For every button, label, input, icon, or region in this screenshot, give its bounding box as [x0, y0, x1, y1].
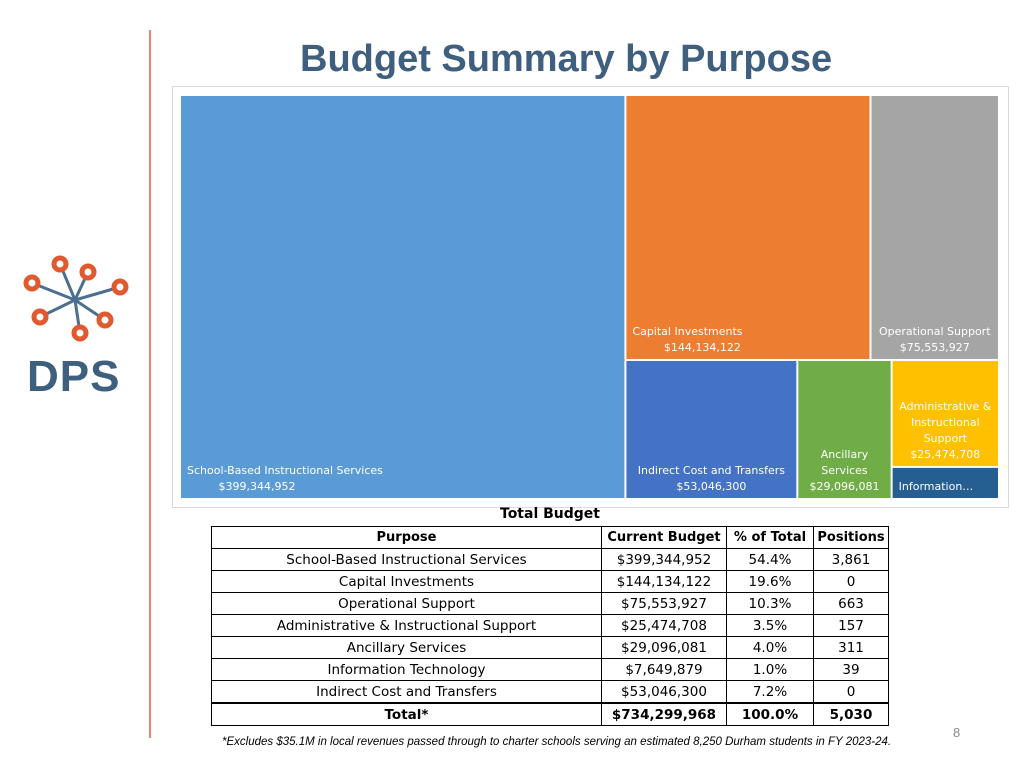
- budget-table: Purpose Current Budget % of Total Positi…: [211, 526, 889, 726]
- table-cell: Administrative & Instructional Support: [211, 614, 602, 637]
- treemap-label: Instructional: [911, 416, 980, 429]
- treemap-label: Support: [924, 432, 968, 445]
- treemap-cell: [626, 96, 870, 359]
- column-header: Purpose: [211, 526, 602, 549]
- table-row: Indirect Cost and Transfers $53,046,300 7.…: [211, 680, 889, 704]
- treemap-label: $399,344,952: [219, 480, 296, 493]
- treemap-label: Indirect Cost and Transfers: [638, 464, 786, 477]
- treemap-label: Services: [821, 464, 868, 477]
- table-cell: Operational Support: [211, 592, 602, 615]
- column-header: % of Total: [726, 526, 814, 549]
- page-number: 8: [953, 725, 961, 740]
- table-cell: 311: [813, 636, 889, 659]
- treemap-svg: School-Based Instructional Services $399,…: [181, 96, 998, 498]
- treemap-label: $25,474,708: [910, 448, 980, 461]
- column-header: Current Budget: [601, 526, 727, 549]
- dps-logo-icon: [23, 255, 129, 342]
- treemap-cell: [626, 360, 797, 498]
- treemap-label: $53,046,300: [676, 480, 746, 493]
- table-cell: $144,134,122: [601, 570, 727, 593]
- table-cell: Capital Investments: [211, 570, 602, 593]
- treemap-label: Administrative &: [899, 400, 992, 413]
- treemap-cell: [798, 360, 891, 498]
- treemap-cell: [871, 96, 998, 359]
- table-cell: $29,096,081: [601, 636, 727, 659]
- table-cell: $7,649,879: [601, 658, 727, 681]
- table-cell: $53,046,300: [601, 680, 727, 704]
- table-cell: 1.0%: [726, 658, 814, 681]
- table-cell: Ancillary Services: [211, 636, 602, 659]
- treemap-label: School-Based Instructional Services: [187, 464, 383, 477]
- table-cell: 19.6%: [726, 570, 814, 593]
- table-cell: 663: [813, 592, 889, 615]
- treemap-cell: [181, 96, 625, 498]
- table-cell: 4.0%: [726, 636, 814, 659]
- treemap-chart: School-Based Instructional Services $399,…: [172, 86, 1009, 508]
- treemap-cell: [892, 467, 998, 498]
- table-cell: $75,553,927: [601, 592, 727, 615]
- table-cell: 10.3%: [726, 592, 814, 615]
- slide-title: Budget Summary by Purpose: [300, 38, 833, 80]
- table-row: Ancillary Services $29,096,081 4.0% 311: [211, 636, 889, 659]
- column-header: Positions: [813, 526, 889, 549]
- table-cell: Information Technology: [211, 658, 602, 681]
- table-title: Total Budget: [500, 506, 600, 522]
- table-cell: 0: [813, 680, 889, 704]
- table-cell: School-Based Instructional Services: [211, 548, 602, 571]
- table-cell: $25,474,708: [601, 614, 727, 637]
- table-cell: 157: [813, 614, 889, 637]
- table-row: Capital Investments $144,134,122 19.6% 0: [211, 570, 889, 593]
- treemap-label: Operational Support: [879, 325, 991, 338]
- table-cell: Indirect Cost and Transfers: [211, 680, 602, 704]
- table-total-row: Total* $734,299,968 100.0% 5,030: [211, 702, 889, 726]
- treemap-label: $29,096,081: [809, 480, 879, 493]
- treemap-label: $144,134,122: [664, 341, 741, 354]
- budget-table-container: Total Budget Purpose Current Budget % of…: [211, 502, 889, 726]
- table-row: School-Based Instructional Services $399,…: [211, 548, 889, 571]
- treemap-label: $75,553,927: [900, 341, 970, 354]
- table-cell: 7.2%: [726, 680, 814, 704]
- table-total-cell: Total*: [211, 702, 602, 726]
- table-row: Administrative & Instructional Support $2…: [211, 614, 889, 637]
- treemap-label: Capital Investments: [632, 325, 742, 338]
- table-cell: 0: [813, 570, 889, 593]
- treemap-label: Ancillary: [821, 448, 869, 461]
- footnote: *Excludes $35.1M in local revenues passe…: [222, 736, 892, 748]
- table-cell: 3.5%: [726, 614, 814, 637]
- table-total-cell: 5,030: [813, 702, 889, 726]
- treemap-cell: [892, 360, 998, 466]
- table-cell: 3,861: [813, 548, 889, 571]
- table-total-cell: 100.0%: [726, 702, 814, 726]
- table-row: Operational Support $75,553,927 10.3% 663: [211, 592, 889, 615]
- table-cell: 54.4%: [726, 548, 814, 571]
- treemap-label: Information…: [899, 480, 974, 493]
- table-header-row: Purpose Current Budget % of Total Positi…: [211, 526, 889, 549]
- table-cell: 39: [813, 658, 889, 681]
- logo-text: DPS: [27, 352, 121, 401]
- table-total-cell: $734,299,968: [601, 702, 727, 726]
- table-row: Information Technology $7,649,879 1.0% 39: [211, 658, 889, 681]
- table-cell: $399,344,952: [601, 548, 727, 571]
- divider-line: [149, 30, 151, 738]
